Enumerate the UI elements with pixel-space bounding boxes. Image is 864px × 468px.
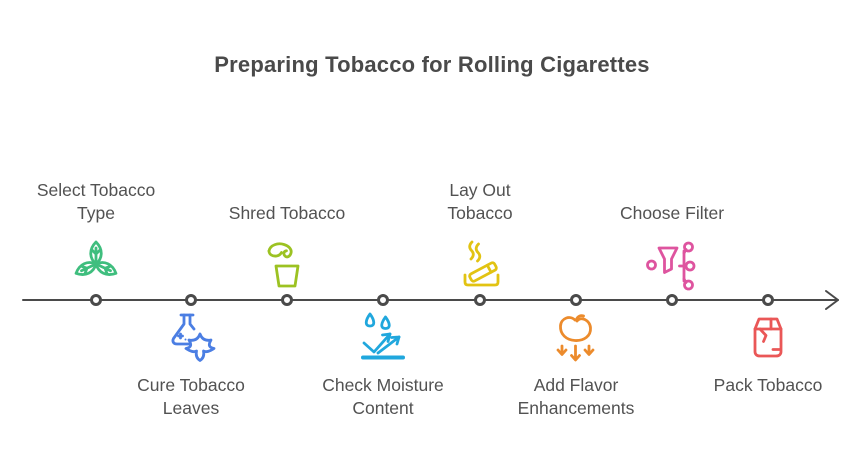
timeline-node <box>762 294 774 306</box>
step-label: Check Moisture Content <box>322 375 444 418</box>
cigarette-ashtray-icon <box>452 236 508 292</box>
funnel-branches-icon <box>644 236 700 292</box>
step-label: Lay Out Tobacco <box>447 180 513 223</box>
timeline-node <box>570 294 582 306</box>
step-cure-tobacco-leaves: Cure Tobacco Leaves <box>106 308 276 420</box>
step-choose-filter: Choose Filter <box>587 202 757 292</box>
timeline-axis <box>22 290 839 310</box>
diagram-title: Preparing Tobacco for Rolling Cigarettes <box>214 52 650 77</box>
package-box-icon <box>740 308 796 364</box>
step-pack-tobacco: Pack Tobacco <box>683 308 853 397</box>
step-shred-tobacco: Shred Tobacco <box>202 202 372 292</box>
timeline-node <box>185 294 197 306</box>
water-drops-arrows-icon <box>355 308 411 364</box>
step-label: Choose Filter <box>619 203 725 223</box>
step-label: Select Tobacco Type <box>36 180 156 223</box>
timeline-node <box>474 294 486 306</box>
timeline-node <box>90 294 102 306</box>
step-select-tobacco-type: Select Tobacco Type <box>11 179 181 292</box>
step-label: Shred Tobacco <box>228 203 346 223</box>
fruit-arrows-icon <box>548 308 604 364</box>
timeline-node <box>377 294 389 306</box>
step-add-flavor-enhancements: Add Flavor Enhancements <box>491 308 661 420</box>
step-label: Pack Tobacco <box>713 375 823 395</box>
flask-leaf-icon <box>163 308 219 364</box>
step-lay-out-tobacco: Lay Out Tobacco <box>395 179 565 292</box>
step-check-moisture-content: Check Moisture Content <box>298 308 468 420</box>
timeline-node <box>281 294 293 306</box>
timeline-node <box>666 294 678 306</box>
step-label: Add Flavor Enhancements <box>517 375 635 418</box>
tobacco-leaves-icon <box>68 236 124 292</box>
step-label: Cure Tobacco Leaves <box>137 375 245 418</box>
hand-shredding-cup-icon <box>259 236 315 292</box>
